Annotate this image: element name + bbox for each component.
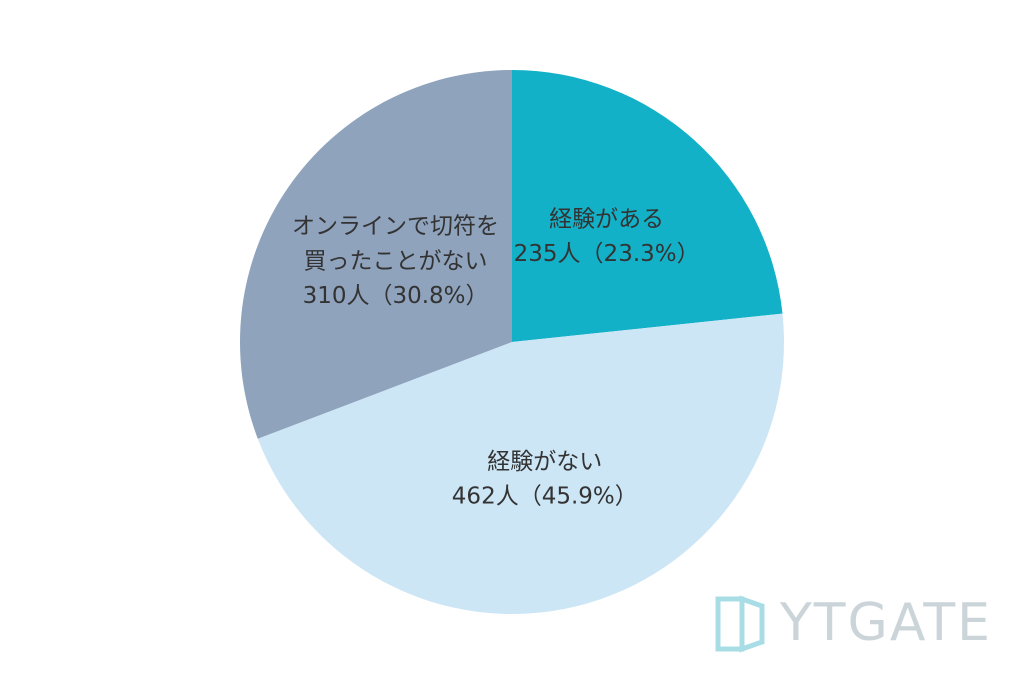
logo-icon [739,595,765,653]
watermark: YTGATE [779,593,992,653]
value-label: 462人（45.9%） [452,484,638,510]
pie-slice [257,313,784,615]
slice-label: 経験がある [549,206,664,232]
logo: YTGATE [715,593,992,653]
slices [239,70,784,615]
slice-label: 経験がない [487,449,602,475]
slice-label: オンラインで切符を買ったことがない [292,213,499,274]
value-label: 310人（30.8%） [303,283,489,309]
pie-slice [512,70,783,342]
pie-slice [239,70,512,439]
value-label: 235人（23.3%） [514,241,700,267]
logo-icon [715,596,745,652]
labels: 経験がある 235人（23.3%） 経験がない 462人（45.9%） オンラインで切符… [292,206,700,510]
